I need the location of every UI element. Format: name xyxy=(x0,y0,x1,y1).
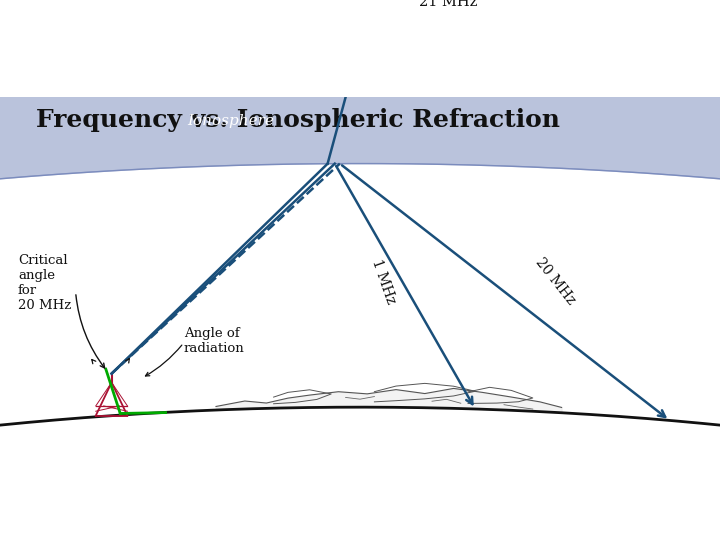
Text: Ionosphere: Ionosphere xyxy=(187,114,274,128)
Text: 1 MHz: 1 MHz xyxy=(369,258,397,306)
Text: 21 MHz: 21 MHz xyxy=(419,0,477,9)
Text: Critical
angle
for
20 MHz: Critical angle for 20 MHz xyxy=(18,254,71,312)
Text: 20 MHz: 20 MHz xyxy=(533,255,577,307)
Text: Frequency vs. Ionospheric Refraction: Frequency vs. Ionospheric Refraction xyxy=(36,108,560,132)
Text: Angle of
radiation: Angle of radiation xyxy=(184,327,244,355)
